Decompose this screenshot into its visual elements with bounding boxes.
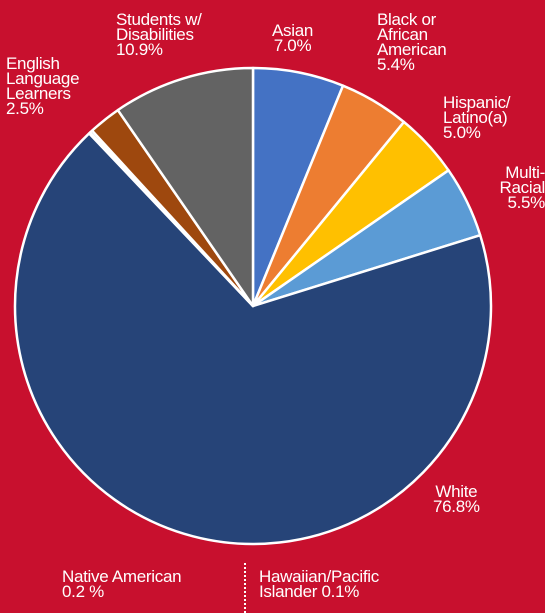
label-native: Native American 0.2 % — [62, 567, 182, 601]
label-black: Black or African American 5.4% — [377, 10, 447, 74]
label-ell-line: Language — [6, 69, 80, 88]
label-multi: Multi- Racial 5.5% — [499, 163, 545, 212]
label-swd-line: Students w/ — [116, 10, 202, 29]
label-ell: English Language Learners 2.5% — [6, 54, 80, 118]
pie-slice-white — [13, 132, 493, 546]
label-hawaiian-line: Hawaiian/Pacific — [259, 567, 379, 586]
label-black-line: Black or — [377, 10, 437, 29]
label-divider — [244, 563, 246, 613]
label-ell-line: 2.5% — [6, 99, 44, 118]
label-hispanic-line: 5.0% — [443, 123, 481, 142]
label-hispanic-line: Hispanic/ — [443, 93, 511, 112]
label-black-line: African — [377, 25, 428, 44]
label-multi-line: Multi- — [505, 163, 545, 182]
label-asian-line: 7.0% — [273, 36, 312, 55]
label-native-line: Native American — [62, 567, 182, 586]
label-swd: Students w/Disabilities 10.9% — [116, 10, 202, 59]
label-black-line: 5.4% — [377, 55, 415, 74]
label-swd-line: 10.9% — [116, 40, 163, 59]
label-white: White 76.8% — [433, 482, 480, 516]
label-multi-line: 5.5% — [507, 193, 545, 212]
label-hispanic: Hispanic/Latino(a) 5.0% — [443, 93, 511, 142]
label-hispanic-line: Latino(a) — [443, 108, 508, 127]
label-white-line: 76.8% — [433, 497, 480, 516]
label-black-line: American — [377, 40, 447, 59]
label-ell-line: Learners — [6, 84, 71, 103]
label-multi-line: Racial — [499, 178, 545, 197]
label-hawaiian: Hawaiian/Pacific Islander 0.1% — [259, 567, 379, 601]
pie-slices — [13, 66, 493, 546]
label-native-line: 0.2 % — [62, 582, 104, 601]
label-asian: Asian 7.0% — [272, 21, 314, 55]
label-asian-line: Asian — [272, 21, 314, 40]
pie-slice-swd — [116, 66, 255, 308]
label-white-line: White — [435, 482, 478, 501]
label-swd-line: Disabilities — [116, 25, 194, 44]
label-ell-line: English — [6, 54, 60, 73]
label-hawaiian-line: Islander 0.1% — [259, 582, 360, 601]
